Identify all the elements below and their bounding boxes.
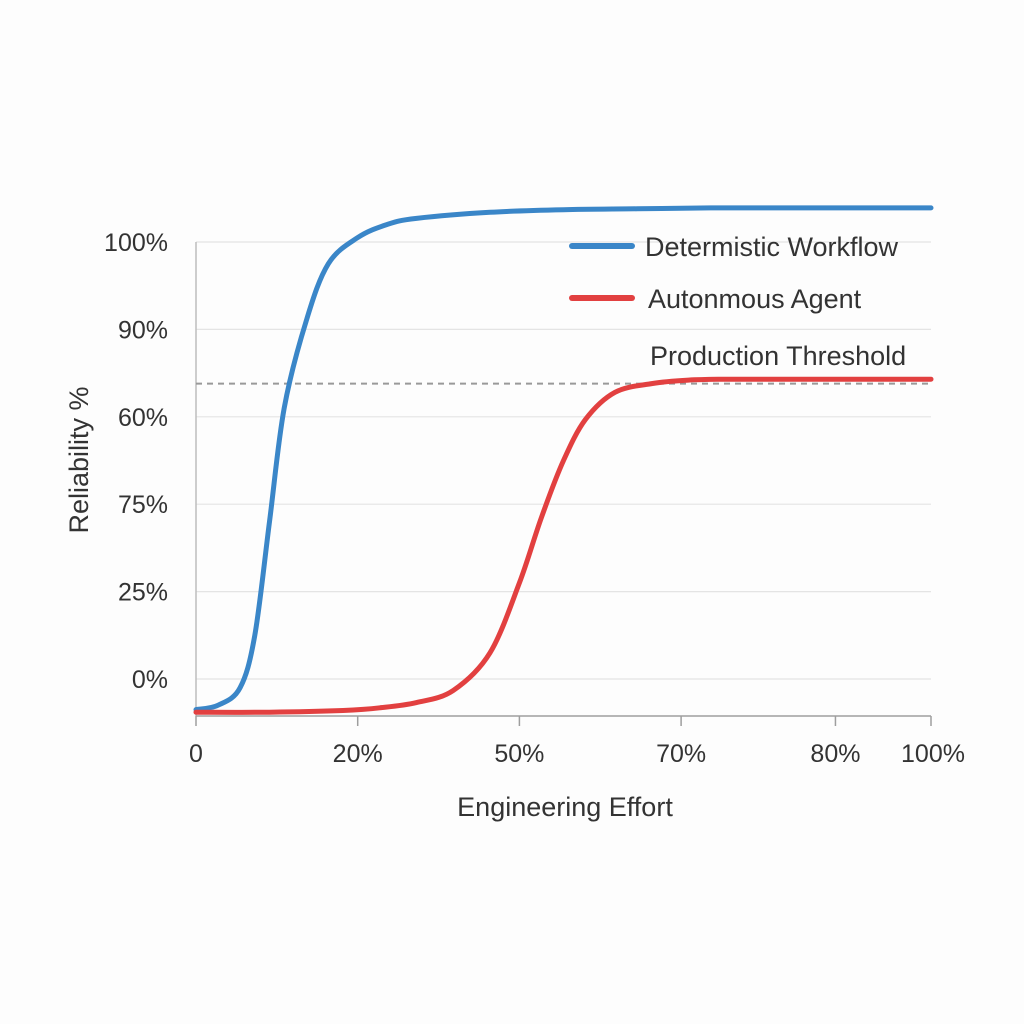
y-tick-label: 25% xyxy=(118,579,168,607)
y-tick-label: 75% xyxy=(118,491,168,519)
series-line-autonmous-agent xyxy=(193,376,934,715)
y-tick-label: 0% xyxy=(132,666,168,694)
y-tick-label: 60% xyxy=(118,404,168,432)
x-axis-label: Engineering Effort xyxy=(457,792,673,822)
series-lines xyxy=(193,205,934,715)
y-axis-label: Reliability % xyxy=(64,386,94,533)
x-tick-label: 100% xyxy=(901,740,965,768)
legend-label-autonmous-agent: Autonmous Agent xyxy=(648,284,862,314)
legend-label-determistic-workflow: Determistic Workflow xyxy=(645,232,899,262)
x-tick-label: 50% xyxy=(494,740,544,768)
tick-labels: 100% 90% 60% 75% 25% 0% 0 20% 50% 70% 80% 100% xyxy=(104,229,965,768)
grid-lines xyxy=(196,241,931,680)
x-tick-label: 80% xyxy=(810,740,860,768)
tick-marks xyxy=(195,716,932,726)
series-line-determistic-workflow xyxy=(193,205,934,713)
legend-label-production-threshold: Production Threshold xyxy=(650,341,906,371)
y-tick-label: 100% xyxy=(104,229,168,257)
x-tick-label: 20% xyxy=(333,740,383,768)
legend: Determistic Workflow Autonmous Agent Pro… xyxy=(569,232,906,371)
y-tick-label: 90% xyxy=(118,316,168,344)
x-tick-label: 70% xyxy=(656,740,706,768)
x-tick-label: 0 xyxy=(189,740,203,768)
